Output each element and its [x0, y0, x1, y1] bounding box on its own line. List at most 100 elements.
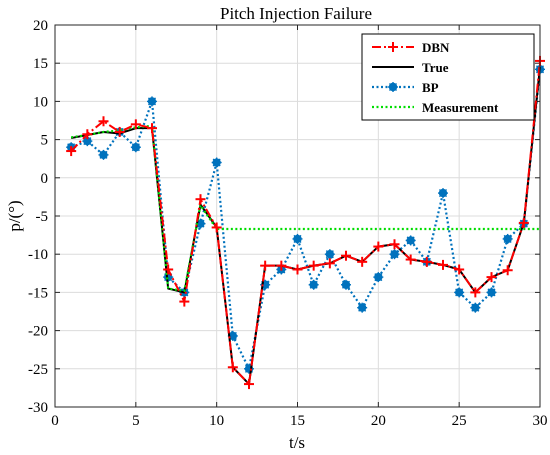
data-point [373, 272, 384, 283]
marker-ray [212, 158, 221, 167]
data-point [502, 265, 513, 276]
data-point [518, 217, 529, 228]
data-point [389, 249, 400, 260]
series-line [70, 60, 541, 386]
data-point [341, 279, 351, 290]
data-point [454, 264, 465, 275]
marker-ray [147, 97, 157, 106]
marker-ray [471, 303, 480, 312]
legend-item: True [372, 60, 449, 75]
marker-ray [293, 234, 302, 243]
marker-ray [487, 288, 496, 297]
data-point [292, 264, 303, 275]
data-point [130, 142, 141, 153]
y-tick-label: 0 [41, 171, 49, 187]
data-point [163, 264, 174, 275]
data-point [292, 233, 303, 244]
data-point [98, 149, 109, 160]
data-point [82, 129, 93, 140]
x-tick-label: 30 [533, 413, 548, 429]
x-axis-label: t/s [289, 433, 305, 452]
marker-ray [341, 280, 351, 289]
data-point [357, 256, 368, 267]
y-tick-label: 15 [33, 56, 48, 72]
x-tick-label: 0 [51, 413, 59, 429]
plot-frame [54, 24, 541, 408]
data-point [438, 188, 448, 199]
marker-ray [83, 137, 92, 146]
legend-label: Measurement [422, 100, 499, 115]
data-point [260, 260, 271, 271]
data-point [324, 249, 335, 260]
marker-ray [358, 303, 367, 312]
legend-box [361, 33, 535, 121]
data-point [405, 254, 416, 265]
marker-ray [388, 82, 398, 92]
y-tick-label: 10 [33, 94, 48, 110]
data-point [179, 296, 190, 307]
data-point [454, 287, 465, 298]
y-tick-label: 5 [41, 133, 49, 149]
data-point [82, 136, 93, 147]
data-point [147, 123, 157, 134]
data-point [66, 146, 77, 157]
series-line [70, 69, 542, 370]
data-point [405, 235, 416, 246]
y-tick-label: -15 [28, 285, 48, 301]
chart-title: Pitch Injection Failure [220, 4, 372, 23]
data-point [486, 272, 497, 283]
series-bp [66, 64, 545, 374]
series-dbn [66, 55, 545, 390]
data-point [438, 259, 448, 270]
x-tick-label: 25 [452, 413, 467, 429]
marker-ray [406, 236, 415, 245]
data-point [470, 287, 481, 298]
marker-ray [503, 234, 512, 243]
data-point [130, 119, 141, 130]
marker-ray [309, 280, 318, 289]
marker-ray [455, 288, 464, 297]
legend-marker [388, 82, 398, 92]
data-point [324, 258, 335, 269]
legend-label: True [422, 60, 449, 75]
y-axis-label: p/(°) [5, 200, 24, 231]
y-tick-label: -30 [28, 400, 48, 416]
data-point [244, 379, 254, 390]
data-point [341, 250, 351, 261]
data-point [502, 233, 513, 244]
marker-ray [131, 143, 140, 152]
data-point [389, 239, 400, 250]
legend-item: BP [372, 80, 439, 95]
data-point [211, 157, 222, 168]
marker-ray [325, 250, 334, 259]
legend-item: DBN [372, 40, 450, 55]
data-point [276, 260, 287, 271]
x-tick-label: 5 [132, 413, 140, 429]
legend-label: DBN [422, 40, 450, 55]
marker-ray [438, 189, 448, 198]
legend-item: Measurement [372, 100, 499, 115]
x-tick-label: 10 [209, 413, 224, 429]
data-point [486, 287, 497, 298]
y-tick-label: 20 [33, 18, 48, 34]
data-point [227, 362, 238, 373]
legend-label: BP [422, 80, 439, 95]
marker-ray [99, 150, 108, 159]
data-point [211, 222, 222, 233]
data-point [470, 302, 481, 313]
y-tick-label: -20 [28, 324, 48, 340]
data-point [308, 260, 319, 271]
marker-ray [374, 273, 383, 282]
data-point [421, 256, 432, 267]
y-tick-label: -25 [28, 362, 48, 378]
legend: DBN True BP Measurement [361, 33, 535, 121]
x-tick-label: 15 [290, 413, 305, 429]
data-point [357, 302, 368, 313]
data-point [98, 116, 109, 127]
y-tick-label: -5 [36, 209, 49, 225]
data-point [373, 241, 384, 252]
legend-items: DBN True BP Measurement [372, 40, 499, 115]
marker-ray [196, 219, 205, 228]
legend-marker [388, 42, 398, 52]
